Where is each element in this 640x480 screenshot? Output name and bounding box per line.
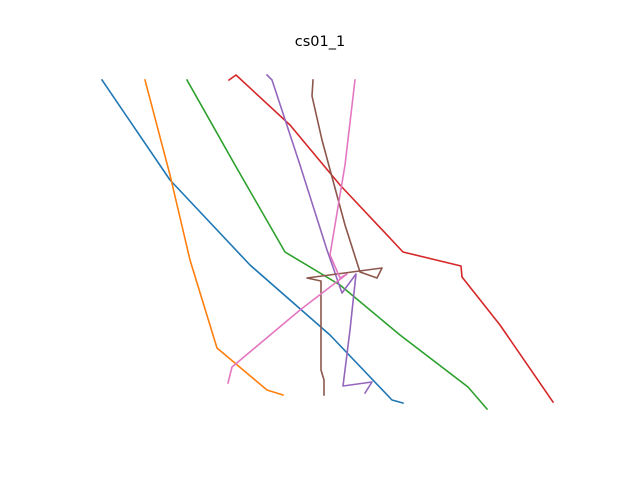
trajectory-line-2 [144,79,285,397]
chart-title: cs01_1 [294,34,346,50]
trajectory-line-6 [306,79,383,396]
trajectory-line-1 [100,78,404,404]
trajectory-line-4 [227,74,555,404]
trajectory-line-5 [265,73,373,395]
trajectory-line-7 [227,79,356,384]
